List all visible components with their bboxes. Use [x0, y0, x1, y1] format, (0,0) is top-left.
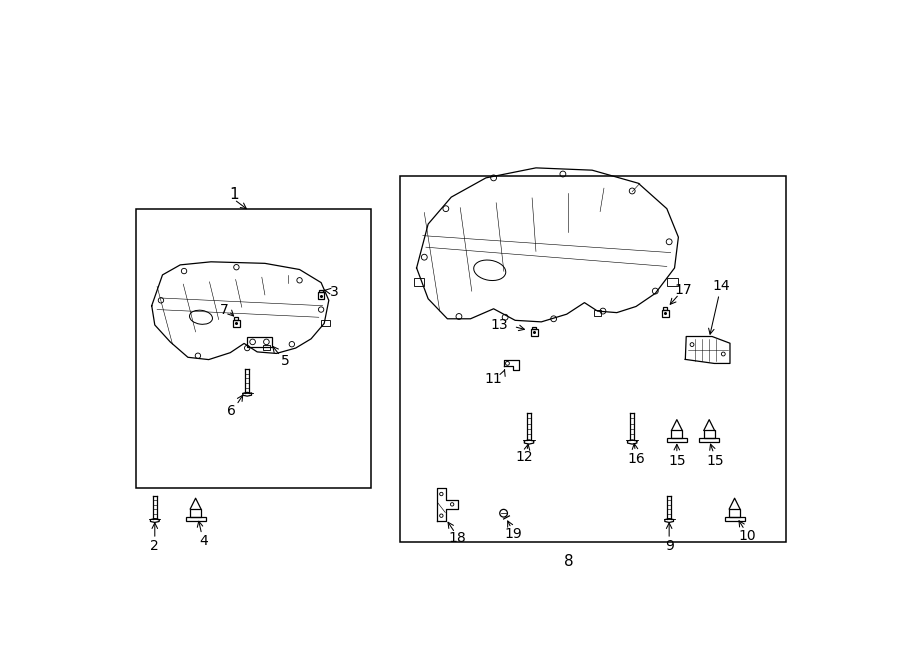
Bar	[704, 430, 715, 438]
Text: 11: 11	[485, 372, 502, 386]
Text: 10: 10	[739, 529, 757, 543]
Text: 6: 6	[228, 404, 236, 418]
Text: 18: 18	[448, 531, 466, 545]
Bar	[662, 310, 669, 317]
Bar	[699, 438, 719, 442]
Bar	[233, 320, 239, 327]
Bar	[729, 509, 740, 517]
Bar	[663, 307, 667, 310]
Bar	[594, 310, 601, 317]
Bar	[400, 176, 787, 542]
Bar	[320, 290, 323, 292]
Text: 1: 1	[230, 186, 238, 202]
Bar	[185, 517, 205, 520]
Bar	[321, 319, 330, 327]
Text: 3: 3	[324, 285, 338, 299]
Bar	[263, 345, 270, 350]
Text: 17: 17	[674, 282, 692, 297]
Bar	[533, 327, 536, 329]
Text: 15: 15	[706, 454, 724, 468]
Text: 4: 4	[199, 533, 208, 547]
Bar	[671, 430, 682, 438]
Text: 5: 5	[282, 354, 290, 368]
Bar	[667, 438, 687, 442]
Text: 8: 8	[564, 554, 574, 569]
Bar	[724, 517, 744, 520]
Text: 19: 19	[505, 527, 523, 541]
Text: 12: 12	[516, 450, 533, 465]
Text: 7: 7	[220, 303, 229, 317]
Bar	[248, 337, 272, 347]
Bar	[414, 278, 424, 286]
Text: 15: 15	[668, 454, 686, 468]
Text: 16: 16	[628, 452, 645, 466]
Bar	[531, 329, 538, 336]
Bar	[234, 317, 238, 320]
Text: 9: 9	[665, 539, 673, 553]
Text: 2: 2	[150, 539, 159, 553]
Text: 13: 13	[491, 318, 508, 332]
Text: 14: 14	[713, 280, 730, 293]
Bar	[136, 210, 371, 488]
Bar	[190, 509, 201, 517]
Bar	[318, 292, 325, 299]
Bar	[667, 278, 678, 286]
